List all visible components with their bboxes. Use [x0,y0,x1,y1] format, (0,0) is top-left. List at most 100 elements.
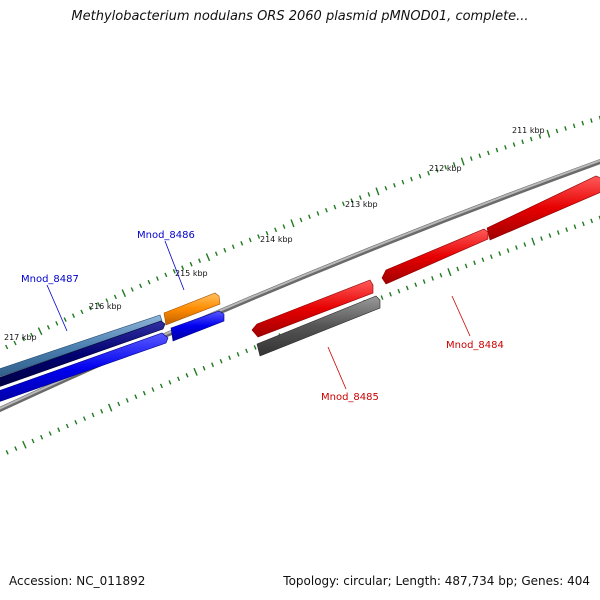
tick-mark [333,204,337,210]
tick-mark [57,427,61,433]
tick-mark [548,233,552,238]
tick-mark [546,129,551,138]
tick-mark [290,219,295,228]
tick-mark [198,258,202,263]
tick-mark [139,283,143,289]
tick-mark [389,292,392,297]
tick-mark [223,247,227,253]
tick-mark [515,245,518,250]
tick-mark [48,431,52,436]
gene-labels: Mnod_8484 Mnod_8485 Mnod_8486 Mnod_8487 [21,230,504,403]
tick-mark [341,201,345,207]
tick-mark [481,257,485,263]
gene-leader-lines [46,240,471,390]
tick-mark [80,309,84,315]
tick-mark [512,142,516,147]
tick-mark [478,153,482,159]
tick-mark [88,305,92,311]
tick-mark [113,294,117,300]
tick-mark [257,234,261,239]
tick-mark [572,123,576,129]
gene-label-mnod-8485[interactable]: Mnod_8485 [321,392,379,403]
tick-mark [253,345,257,350]
gene-arrow-blue-short[interactable] [170,310,225,342]
tick-mark [219,358,223,364]
gene-arrow-red-right[interactable] [486,175,600,241]
tick-mark [82,416,87,421]
gene-arrow-navy[interactable] [0,320,166,390]
tick-mark [565,227,569,232]
backbone [0,158,600,413]
accession-text: Accession: NC_011892 [9,574,146,588]
tick-mark [456,266,460,272]
tick-mark [581,120,585,126]
tick-mark [393,182,396,188]
tick-mark [444,164,447,170]
kbp-label-216: 216 kbp [89,302,122,311]
tick-mark [30,332,34,338]
tick-mark [107,403,113,412]
tick-mark [464,263,468,269]
tick-mark [159,383,163,389]
tick-mark [100,409,104,414]
tick-mark [282,224,286,229]
tick-mark [147,279,151,285]
tick-mark [46,324,51,330]
tick-mark [380,295,384,300]
tick-mark [324,207,328,213]
tick-mark [21,336,25,342]
tick-mark [5,450,9,455]
tick-mark [540,236,543,241]
tick-mark [316,211,320,216]
tick-mark [504,145,507,150]
tick-mark [74,420,78,425]
kbp-label-215: 215 kbp [175,269,208,278]
tick-mark [418,173,422,179]
gene-arrow-red-left[interactable] [251,279,374,338]
tick-mark [63,317,67,322]
tick-mark [581,221,585,227]
gene-label-mnod-8486[interactable]: Mnod_8486 [137,230,195,241]
map-title: Methylobacterium nodulans ORS 2060 plasm… [71,9,529,24]
gene-arrow-orange[interactable] [163,292,221,326]
gene-arrow-steel[interactable] [0,314,163,380]
tick-mark [125,398,129,403]
tick-mark [427,170,430,176]
kbp-label-212: 212 kbp [429,164,462,173]
tick-mark [308,214,311,220]
tick-mark [177,376,181,382]
tick-mark [538,134,542,139]
tick-mark [91,412,95,418]
gene-arrow-gray[interactable] [256,295,381,357]
tick-mark [189,261,193,267]
tick-mark [422,279,426,284]
kbp-label-217: 217 kbp [4,333,37,342]
tick-mark [97,302,101,307]
tick-mark [564,126,567,131]
tick-mark [5,344,9,350]
tick-mark [414,282,418,288]
tick-mark [460,157,465,166]
tick-mark [452,162,456,167]
tick-mark [439,272,443,278]
tick-mark [487,150,490,156]
tick-mark [495,147,499,153]
tick-mark [498,251,502,256]
tick-mark [121,289,127,298]
tick-mark [521,139,524,145]
tick-mark [134,394,138,400]
gene-label-mnod-8487[interactable]: Mnod_8487 [21,274,79,285]
tick-mark [31,438,35,444]
gene-arrow-blue-long[interactable] [0,332,169,405]
tick-mark [410,176,413,182]
tick-mark [358,195,362,200]
gene-arrow-red-mid[interactable] [381,228,489,285]
tick-mark [71,313,76,318]
tick-mark [274,227,278,233]
tick-mark [181,265,185,271]
tick-mark [375,187,380,196]
tick-mark [245,348,249,354]
gene-label-mnod-8484[interactable]: Mnod_8484 [446,340,504,351]
tick-mark [489,254,493,259]
